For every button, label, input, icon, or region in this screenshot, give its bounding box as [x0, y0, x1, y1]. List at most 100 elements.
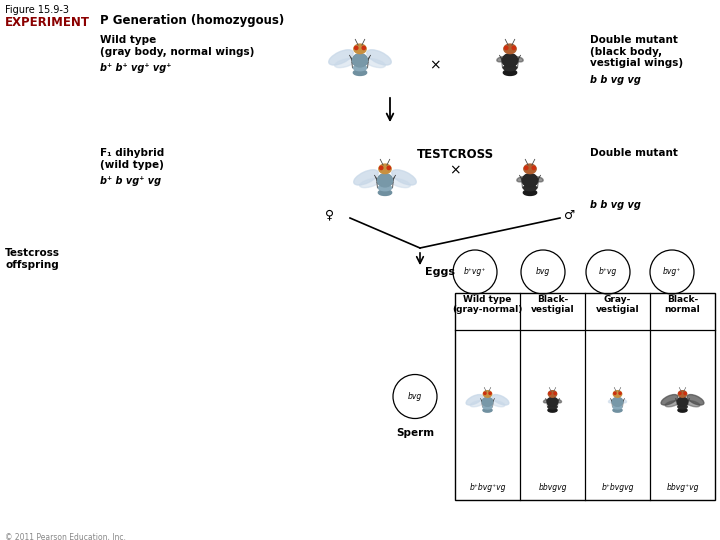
Text: b⁺ b vg⁺ vg: b⁺ b vg⁺ vg	[100, 176, 161, 186]
Ellipse shape	[505, 46, 508, 50]
Ellipse shape	[613, 408, 622, 412]
Ellipse shape	[613, 399, 622, 402]
Text: ♂: ♂	[564, 208, 575, 221]
Bar	[455, 293, 715, 500]
Text: Sperm: Sperm	[396, 429, 434, 438]
Ellipse shape	[548, 402, 557, 406]
Ellipse shape	[554, 392, 557, 394]
Text: bbvg⁺vg: bbvg⁺vg	[666, 483, 698, 492]
Ellipse shape	[678, 408, 687, 412]
Ellipse shape	[354, 70, 366, 76]
Ellipse shape	[613, 392, 616, 394]
Ellipse shape	[470, 401, 484, 407]
Ellipse shape	[524, 164, 536, 173]
Ellipse shape	[483, 399, 492, 402]
Ellipse shape	[686, 401, 700, 407]
Ellipse shape	[503, 70, 517, 76]
Text: b b vg vg: b b vg vg	[590, 200, 641, 210]
Ellipse shape	[547, 397, 558, 406]
Text: Double mutant: Double mutant	[590, 148, 678, 158]
Ellipse shape	[378, 176, 392, 181]
Ellipse shape	[354, 170, 378, 185]
Ellipse shape	[503, 53, 518, 67]
Ellipse shape	[665, 401, 679, 407]
Ellipse shape	[612, 397, 623, 406]
Ellipse shape	[523, 176, 536, 181]
Ellipse shape	[619, 392, 621, 394]
Text: F₁ dihybrid
(wild type): F₁ dihybrid (wild type)	[100, 148, 164, 170]
Ellipse shape	[534, 177, 543, 182]
Ellipse shape	[497, 57, 506, 62]
Ellipse shape	[365, 58, 385, 68]
Text: bbvgvg: bbvgvg	[539, 483, 567, 492]
Text: b⁺bvgvg: b⁺bvgvg	[601, 483, 634, 492]
Ellipse shape	[492, 395, 509, 405]
Ellipse shape	[678, 397, 688, 406]
Ellipse shape	[679, 392, 681, 394]
Text: bvg: bvg	[536, 267, 550, 276]
Text: Wild type
(gray-normal): Wild type (gray-normal)	[452, 295, 523, 314]
Text: b⁺bvg⁺vg: b⁺bvg⁺vg	[469, 483, 505, 492]
Text: b⁺vg: b⁺vg	[599, 267, 617, 276]
Text: b⁺vg⁺: b⁺vg⁺	[464, 267, 486, 276]
Ellipse shape	[482, 397, 492, 406]
Ellipse shape	[483, 408, 492, 412]
Ellipse shape	[548, 391, 557, 397]
Ellipse shape	[362, 46, 366, 50]
Ellipse shape	[379, 166, 383, 170]
Ellipse shape	[354, 60, 366, 66]
Ellipse shape	[678, 405, 687, 409]
Ellipse shape	[387, 166, 390, 170]
Ellipse shape	[503, 65, 517, 71]
Text: TESTCROSS: TESTCROSS	[416, 148, 494, 161]
Ellipse shape	[466, 395, 483, 405]
Ellipse shape	[613, 391, 622, 397]
Ellipse shape	[390, 179, 410, 188]
Ellipse shape	[378, 185, 392, 191]
Ellipse shape	[514, 57, 523, 62]
Ellipse shape	[379, 164, 391, 173]
Ellipse shape	[366, 50, 391, 65]
Ellipse shape	[352, 53, 368, 67]
Text: bvg: bvg	[408, 392, 422, 401]
Ellipse shape	[613, 402, 622, 406]
Ellipse shape	[525, 166, 528, 170]
Ellipse shape	[684, 392, 686, 394]
Ellipse shape	[549, 392, 551, 394]
Ellipse shape	[523, 190, 536, 195]
Text: ×: ×	[429, 58, 441, 72]
Text: Wild type
(gray body, normal wings): Wild type (gray body, normal wings)	[100, 35, 254, 57]
Text: b b vg vg: b b vg vg	[590, 75, 641, 85]
Ellipse shape	[329, 50, 354, 65]
Text: Testcross
offspring: Testcross offspring	[5, 248, 60, 269]
Ellipse shape	[377, 173, 392, 187]
Ellipse shape	[483, 402, 492, 406]
Ellipse shape	[678, 391, 687, 397]
Ellipse shape	[354, 44, 366, 53]
Ellipse shape	[503, 60, 517, 66]
Ellipse shape	[354, 65, 366, 71]
Ellipse shape	[360, 179, 380, 188]
Ellipse shape	[354, 46, 358, 50]
Ellipse shape	[678, 402, 687, 406]
Ellipse shape	[555, 399, 562, 403]
Ellipse shape	[608, 399, 615, 403]
Ellipse shape	[491, 401, 505, 407]
Ellipse shape	[661, 395, 678, 405]
Ellipse shape	[512, 46, 516, 50]
Ellipse shape	[335, 58, 355, 68]
Text: bvg⁺: bvg⁺	[663, 267, 681, 276]
Text: EXPERIMENT: EXPERIMENT	[5, 16, 90, 29]
Text: © 2011 Pearson Education, Inc.: © 2011 Pearson Education, Inc.	[5, 533, 126, 540]
Ellipse shape	[523, 180, 536, 186]
Text: P Generation (homozygous): P Generation (homozygous)	[100, 14, 284, 27]
Ellipse shape	[354, 56, 366, 61]
Ellipse shape	[392, 170, 416, 185]
Text: Black-
normal: Black- normal	[665, 295, 701, 314]
Text: Figure 15.9-3: Figure 15.9-3	[5, 5, 69, 15]
Ellipse shape	[548, 399, 557, 402]
Ellipse shape	[483, 405, 492, 409]
Text: b⁺ b⁺ vg⁺ vg⁺: b⁺ b⁺ vg⁺ vg⁺	[100, 63, 171, 73]
Text: Double mutant
(black body,
vestigial wings): Double mutant (black body, vestigial win…	[590, 35, 683, 68]
Ellipse shape	[678, 399, 687, 402]
